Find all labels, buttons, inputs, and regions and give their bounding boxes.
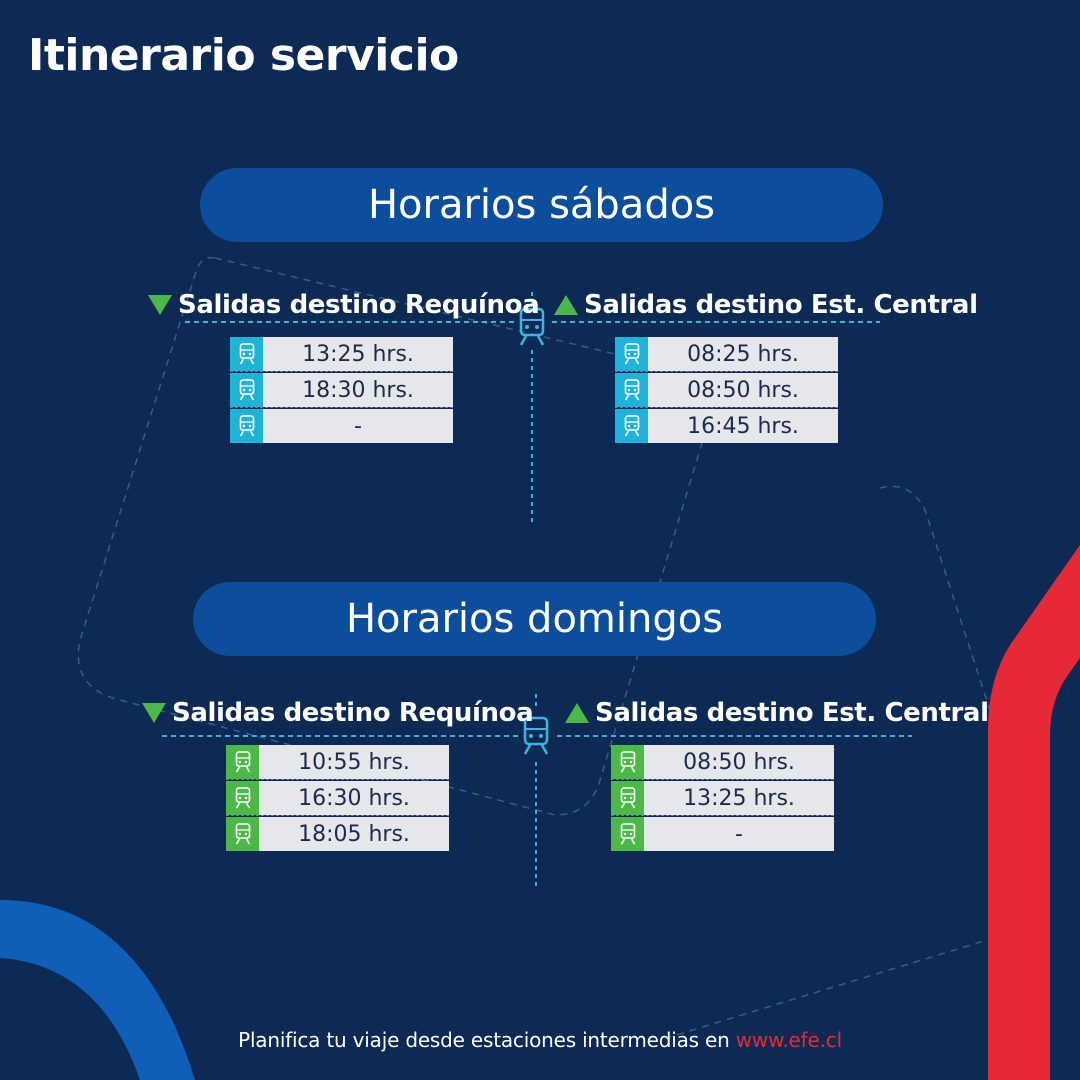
train-icon [611,745,644,779]
departure-time: 16:30 hrs. [259,781,449,815]
train-icon [611,781,644,815]
departure-time: - [263,409,453,443]
saturday-left-label: Salidas destino Requínoa [178,290,540,320]
sunday-heading: Horarios domingos [193,582,876,656]
sunday-right-label: Salidas destino Est. Central [595,698,989,728]
footer-link[interactable]: www.efe.cl [735,1028,842,1052]
train-icon [230,337,263,371]
departure-time: 08:50 hrs. [644,745,834,779]
sunday-right-header: Salidas destino Est. Central [565,698,989,728]
train-icon [611,817,644,851]
table-row: - [230,409,453,443]
table-row: 16:45 hrs. [615,409,838,443]
train-icon [226,745,259,779]
saturday-heading: Horarios sábados [200,168,883,242]
triangle-up-icon [554,295,578,315]
train-icon [615,373,648,407]
triangle-down-icon [148,295,172,315]
departure-time: 08:50 hrs. [648,373,838,407]
train-icon [226,817,259,851]
departure-time: 18:05 hrs. [259,817,449,851]
table-row: 16:30 hrs. [226,781,449,816]
departure-time: 10:55 hrs. [259,745,449,779]
saturday-left-header: Salidas destino Requínoa [148,290,540,320]
departure-time: - [644,817,834,851]
table-row: 10:55 hrs. [226,745,449,780]
departure-time: 18:30 hrs. [263,373,453,407]
train-icon [615,409,648,443]
departure-time: 16:45 hrs. [648,409,838,443]
footer: Planifica tu viaje desde estaciones inte… [0,1028,1080,1052]
train-icon [519,307,545,346]
departure-time: 08:25 hrs. [648,337,838,371]
table-row: 13:25 hrs. [611,781,834,816]
train-icon [226,781,259,815]
train-icon [615,337,648,371]
table-row: 08:25 hrs. [615,337,838,372]
triangle-up-icon [565,703,589,723]
triangle-down-icon [142,703,166,723]
sunday-left-table: 10:55 hrs. 16:30 hrs. 18:05 hrs. [226,745,449,852]
train-icon [230,409,263,443]
saturday-right-table: 08:25 hrs. 08:50 hrs. 16:45 hrs. [615,337,838,444]
saturday-left-table: 13:25 hrs. 18:30 hrs. - [230,337,453,444]
table-row: 08:50 hrs. [611,745,834,780]
sunday-left-header: Salidas destino Requínoa [142,698,534,728]
sunday-left-label: Salidas destino Requínoa [172,698,534,728]
train-icon [230,373,263,407]
page-title: Itinerario servicio [28,30,459,81]
saturday-right-label: Salidas destino Est. Central [584,290,978,320]
table-row: 13:25 hrs. [230,337,453,372]
departure-time: 13:25 hrs. [644,781,834,815]
table-row: 08:50 hrs. [615,373,838,408]
saturday-right-header: Salidas destino Est. Central [554,290,978,320]
footer-text: Planifica tu viaje desde estaciones inte… [238,1028,730,1052]
sunday-right-table: 08:50 hrs. 13:25 hrs. - [611,745,834,852]
table-row: 18:05 hrs. [226,817,449,851]
train-icon [523,716,549,755]
departure-time: 13:25 hrs. [263,337,453,371]
table-row: - [611,817,834,851]
table-row: 18:30 hrs. [230,373,453,408]
